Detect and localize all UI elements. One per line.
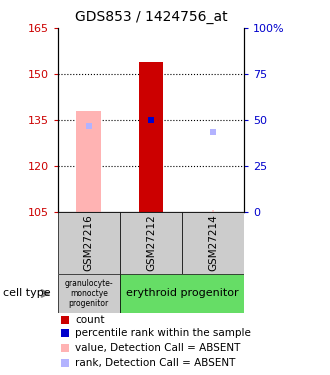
- Bar: [120, 274, 244, 313]
- Text: GSM27212: GSM27212: [146, 214, 156, 271]
- Text: erythroid progenitor: erythroid progenitor: [126, 288, 238, 298]
- Bar: [139, 62, 163, 212]
- Bar: [182, 212, 244, 274]
- Bar: [58, 212, 120, 274]
- Text: percentile rank within the sample: percentile rank within the sample: [75, 328, 251, 339]
- Text: value, Detection Call = ABSENT: value, Detection Call = ABSENT: [75, 343, 241, 353]
- Text: cell type: cell type: [3, 288, 51, 298]
- Title: GDS853 / 1424756_at: GDS853 / 1424756_at: [75, 10, 227, 24]
- Text: count: count: [75, 315, 105, 325]
- Bar: [76, 111, 101, 212]
- Bar: [58, 274, 120, 313]
- Text: rank, Detection Call = ABSENT: rank, Detection Call = ABSENT: [75, 357, 236, 368]
- Text: granulocyte-
monoctye
progenitor: granulocyte- monoctye progenitor: [64, 279, 113, 308]
- Text: GSM27214: GSM27214: [208, 214, 218, 271]
- Bar: [87, 210, 90, 212]
- Text: GSM27216: GSM27216: [84, 214, 94, 271]
- Bar: [120, 212, 182, 274]
- Bar: [212, 210, 215, 212]
